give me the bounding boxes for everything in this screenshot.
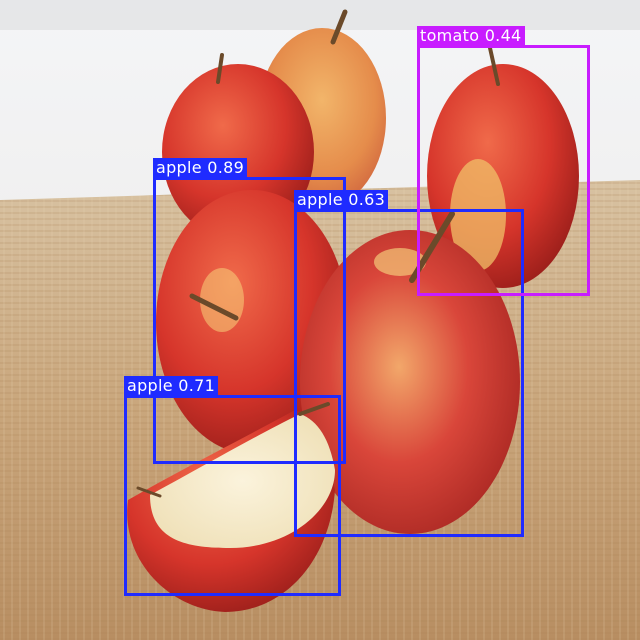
detection-label: apple 0.71: [124, 376, 219, 396]
detection-box-tomato: tomato 0.44: [417, 26, 590, 296]
detection-label: apple 0.63: [294, 190, 389, 210]
detection-box-apple: apple 0.71: [124, 376, 341, 596]
detection-label: apple 0.89: [153, 158, 248, 178]
detection-box-apple: apple 0.63: [294, 190, 524, 537]
detection-box-apple: apple 0.89: [153, 158, 346, 464]
detection-label: tomato 0.44: [417, 26, 525, 46]
